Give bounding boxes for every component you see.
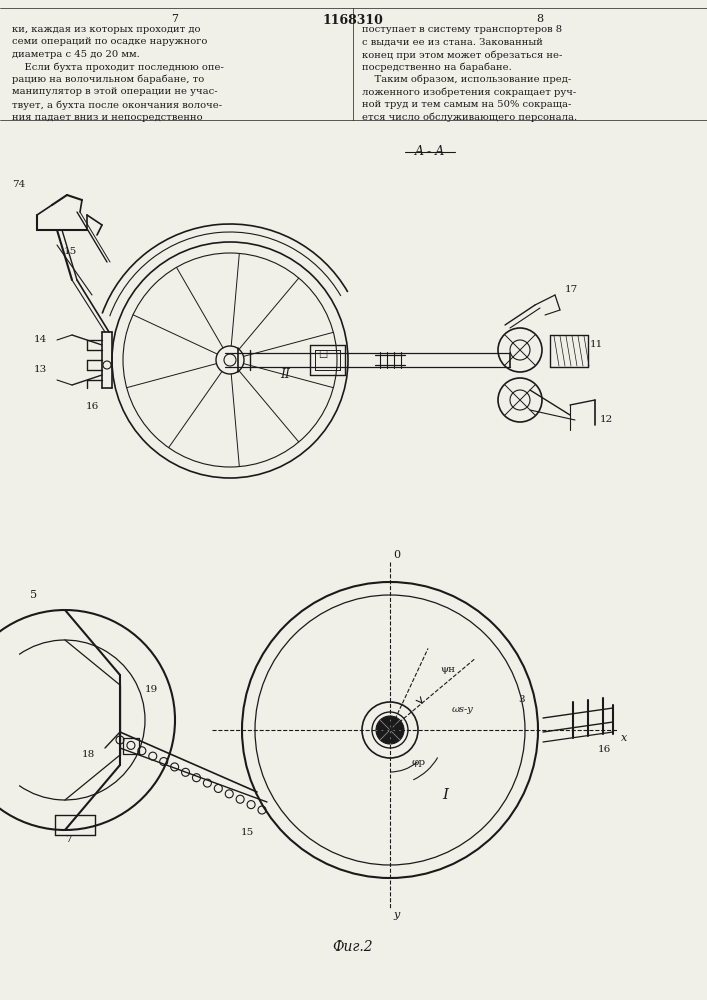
Text: 0: 0 bbox=[393, 550, 400, 560]
Text: ψн: ψн bbox=[440, 666, 455, 674]
Text: 13: 13 bbox=[34, 365, 47, 374]
Text: семи операций по осадке наружного: семи операций по осадке наружного bbox=[12, 37, 207, 46]
Text: □: □ bbox=[318, 351, 327, 360]
Text: ωs-y: ωs-y bbox=[452, 705, 474, 714]
Text: 8: 8 bbox=[537, 14, 544, 24]
Text: 7: 7 bbox=[65, 835, 71, 844]
Text: 15: 15 bbox=[64, 247, 77, 256]
Text: ния падает вниз и непосредственно: ния падает вниз и непосредственно bbox=[12, 112, 203, 121]
Circle shape bbox=[376, 716, 404, 744]
Text: 3: 3 bbox=[518, 695, 525, 704]
Text: 17: 17 bbox=[565, 285, 578, 294]
Text: 16: 16 bbox=[86, 402, 98, 411]
Text: ется число обслуживающего персонала.: ется число обслуживающего персонала. bbox=[362, 112, 577, 122]
Text: 19: 19 bbox=[145, 685, 158, 694]
Text: Таким образом, использование пред-: Таким образом, использование пред- bbox=[362, 75, 571, 85]
Text: 1168310: 1168310 bbox=[322, 14, 383, 27]
Text: I: I bbox=[442, 788, 448, 802]
Text: 18: 18 bbox=[82, 750, 95, 759]
Text: 74: 74 bbox=[12, 180, 25, 189]
Text: манипулятор в этой операции не учас-: манипулятор в этой операции не учас- bbox=[12, 88, 218, 97]
Text: 14: 14 bbox=[34, 336, 47, 344]
Text: x: x bbox=[621, 733, 627, 743]
Text: 11: 11 bbox=[590, 340, 603, 349]
Text: II: II bbox=[280, 368, 290, 381]
Text: 16: 16 bbox=[598, 745, 612, 754]
Text: поступает в систему транспортеров 8: поступает в систему транспортеров 8 bbox=[362, 25, 562, 34]
Text: 12: 12 bbox=[600, 415, 613, 424]
Text: ложенного изобретения сокращает руч-: ложенного изобретения сокращает руч- bbox=[362, 88, 576, 97]
Text: ки, каждая из которых проходит до: ки, каждая из которых проходит до bbox=[12, 25, 201, 34]
Text: 15: 15 bbox=[240, 828, 254, 837]
Text: рацию на волочильном барабане, то: рацию на волочильном барабане, то bbox=[12, 75, 204, 85]
Text: твует, а бухта после окончания волоче-: твует, а бухта после окончания волоче- bbox=[12, 100, 222, 109]
Text: Если бухта проходит последнюю опе-: Если бухта проходит последнюю опе- bbox=[12, 62, 224, 72]
Text: Фиг.2: Фиг.2 bbox=[333, 940, 373, 954]
Text: конец при этом может обрезаться не-: конец при этом может обрезаться не- bbox=[362, 50, 562, 60]
Text: φр: φр bbox=[412, 758, 426, 767]
Text: y: y bbox=[393, 910, 399, 920]
Text: ной труд и тем самым на 50% сокраща-: ной труд и тем самым на 50% сокраща- bbox=[362, 100, 571, 109]
Text: посредственно на барабане.: посредственно на барабане. bbox=[362, 62, 512, 72]
Text: 7: 7 bbox=[172, 14, 178, 24]
Text: с выдачи ее из стана. Закованный: с выдачи ее из стана. Закованный bbox=[362, 37, 543, 46]
Text: диаметра с 45 до 20 мм.: диаметра с 45 до 20 мм. bbox=[12, 50, 140, 59]
Text: 5: 5 bbox=[30, 590, 37, 600]
Text: A - A: A - A bbox=[415, 145, 445, 158]
